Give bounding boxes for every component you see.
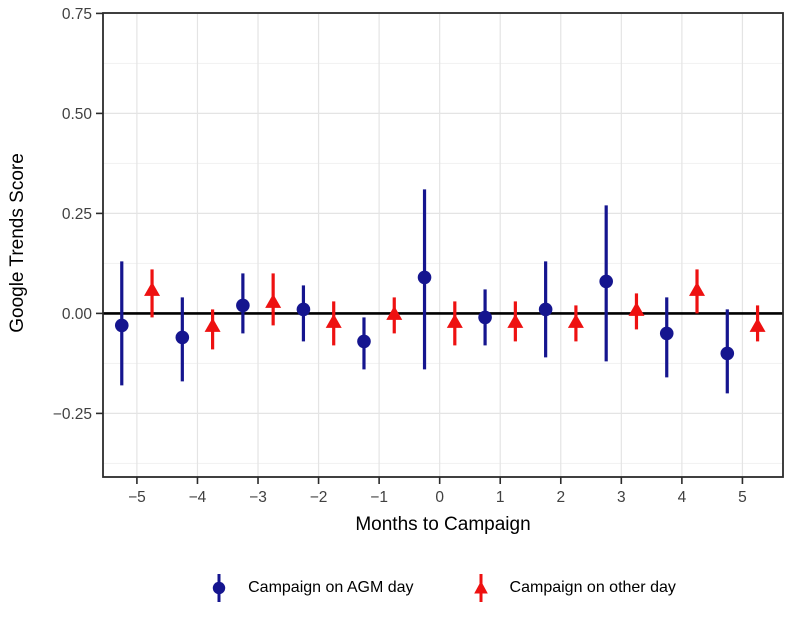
- x-axis-title: Months to Campaign: [355, 514, 530, 535]
- y-tick-label: 0.50: [62, 106, 93, 123]
- pointrange: [659, 297, 674, 378]
- circle-marker: [175, 330, 190, 345]
- x-tick-label: −1: [370, 489, 388, 506]
- x-tick-label: 0: [435, 489, 444, 506]
- triangle-marker: [325, 313, 342, 328]
- pointrange: [720, 309, 735, 394]
- legend-label-other-day: Campaign on other day: [509, 579, 676, 596]
- circle-marker: [296, 302, 311, 317]
- triangle-marker: [446, 313, 463, 328]
- pointrange: [599, 205, 613, 362]
- triangle-marker: [507, 313, 524, 328]
- x-tick-label: 2: [556, 489, 565, 506]
- circle-marker: [720, 346, 735, 361]
- axis-tick-marks: [96, 12, 744, 484]
- circle-marker: [659, 326, 674, 341]
- legend-item-other-day: Campaign on other day: [472, 571, 676, 605]
- pointrange-chart: −5 −4 −3 −2 −1 0 1 2 3 4 5 −0.25 0.00 0.25 0.50 0.75 Mo…: [7, 6, 784, 535]
- x-tick-label: 4: [678, 489, 687, 506]
- pointrange: [538, 261, 553, 358]
- panel-border: [102, 12, 784, 478]
- pointrange: [628, 293, 645, 330]
- pointrange: [567, 305, 584, 342]
- x-tick-label: 5: [738, 489, 747, 506]
- pointrange: [446, 301, 463, 346]
- pointrange: [175, 297, 190, 382]
- triangle-marker: [386, 305, 403, 320]
- x-tick-label: 3: [617, 489, 626, 506]
- series-agm-day: [114, 189, 735, 394]
- triangle-marker: [749, 317, 766, 332]
- x-tick-label: −4: [189, 489, 207, 506]
- y-axis-title: Google Trends Score: [7, 153, 28, 333]
- pointrange: [478, 289, 492, 346]
- y-tick-label: 0.25: [62, 206, 92, 223]
- plot-panel: [103, 13, 783, 477]
- axis-tick-labels: −5 −4 −3 −2 −1 0 1 2 3 4 5 −0.25 0.00 0.25 0.50 0.75: [53, 6, 747, 506]
- triangle-marker: [144, 281, 161, 296]
- circle-marker: [417, 270, 432, 285]
- x-tick-label: −3: [249, 489, 267, 506]
- pointrange: [296, 285, 311, 342]
- panel-background: [103, 13, 783, 477]
- pointrange: [144, 269, 161, 318]
- legend-label-agm-day: Campaign on AGM day: [248, 579, 414, 596]
- series-other-day: [144, 269, 766, 350]
- circle-marker: [114, 318, 129, 333]
- pointrange-circle-key-icon: [212, 574, 226, 602]
- panel-border-rect: [102, 12, 784, 478]
- data-series: [114, 189, 766, 394]
- key-circle-marker: [212, 581, 226, 595]
- x-tick-label: −5: [128, 489, 146, 506]
- triangle-marker: [628, 301, 645, 316]
- pointrange: [417, 189, 432, 370]
- pointrange: [749, 305, 766, 342]
- pointrange: [357, 317, 371, 370]
- triangle-marker: [265, 293, 282, 308]
- circle-marker: [478, 310, 492, 325]
- gridlines-major: [103, 12, 783, 477]
- y-tick-label: −0.25: [53, 406, 92, 423]
- pointrange: [689, 269, 706, 314]
- y-tick-label: 0.00: [62, 306, 93, 323]
- pointrange: [386, 297, 403, 334]
- circle-marker: [357, 334, 371, 349]
- legend: Campaign on AGM day Campaign on other da…: [103, 566, 783, 610]
- triangle-marker: [689, 281, 706, 296]
- key-triangle-marker: [473, 581, 488, 594]
- circle-marker: [236, 298, 250, 313]
- triangle-marker: [204, 317, 221, 332]
- pointrange-triangle-key-icon: [473, 574, 488, 602]
- circle-marker: [599, 274, 613, 289]
- y-tick-label: 0.75: [62, 6, 92, 23]
- pointrange: [204, 309, 221, 350]
- pointrange: [507, 301, 524, 342]
- triangle-marker: [567, 313, 584, 328]
- x-tick-label: 1: [496, 489, 505, 506]
- x-tick-label: −2: [310, 489, 328, 506]
- pointrange: [114, 261, 129, 386]
- gridlines-minor: [103, 62, 783, 464]
- circle-marker: [538, 302, 553, 317]
- legend-item-agm-day: Campaign on AGM day: [210, 571, 414, 605]
- pointrange: [236, 273, 250, 334]
- pointrange: [325, 301, 342, 346]
- pointrange: [265, 273, 282, 326]
